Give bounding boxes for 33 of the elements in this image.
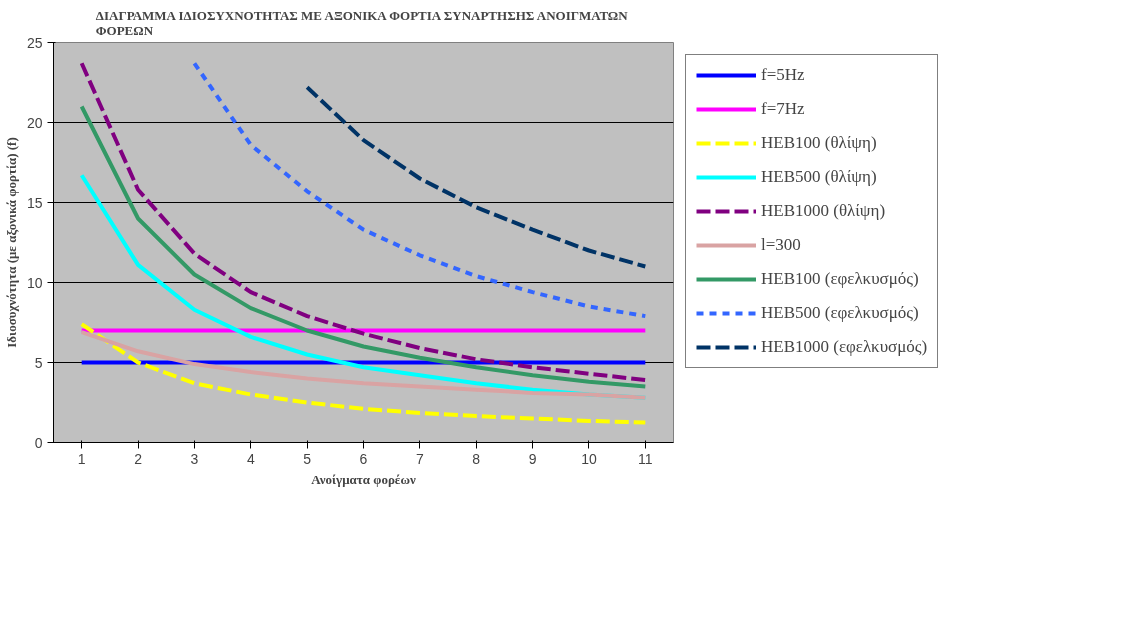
- y-tick-label: 0: [34, 434, 43, 451]
- x-tick-label: 4: [246, 450, 255, 467]
- x-tick-label: 2: [134, 450, 143, 467]
- y-tick-label: 25: [26, 34, 43, 51]
- legend-label: HEB100 (θλίψη): [761, 133, 877, 153]
- x-tick-label: 9: [528, 450, 537, 467]
- x-tick-label: 3: [190, 450, 199, 467]
- legend-label: HEB500 (θλίψη): [761, 167, 877, 187]
- legend-label: f=7Hz: [761, 99, 805, 119]
- x-tick-label: 5: [303, 450, 312, 467]
- chart-title: ΔΙΑΓΡΑΜΜΑ ΙΔΙΟΣΥΧΝΟΤΗΤΑΣ ΜΕ ΑΞΟΝΙΚΑ ΦΟΡΤΙΑ ΣΥΝΑΡΤΗΣΗΣ ΑΝΟΙΓΜΑΤΩΝ ΦΟΡΕΩΝ: [95, 7, 629, 38]
- y-tick-label: 10: [26, 274, 43, 291]
- y-tick-label: 5: [34, 354, 43, 371]
- line-series: [79, 330, 648, 400]
- y-tick-label: 15: [26, 194, 43, 211]
- line-series: [192, 61, 648, 319]
- x-tick-label: 8: [472, 450, 481, 467]
- y-axis-title: Ιδιοσυχνότητα (με αξονικά φορτία) (f): [3, 137, 19, 348]
- line-series: [305, 85, 648, 269]
- line-series: [79, 322, 648, 425]
- x-tick-label: 7: [415, 450, 424, 467]
- x-tick-label: 1: [77, 450, 86, 467]
- legend-label: l=300: [761, 235, 801, 255]
- x-tick-label: 11: [638, 450, 653, 467]
- legend-label: f=5Hz: [761, 65, 805, 85]
- y-tick-label: 20: [26, 114, 43, 131]
- x-axis-title: Ανοίγματα φορέων: [311, 471, 416, 487]
- x-tick-label: 6: [359, 450, 368, 467]
- legend-label: HEB1000 (θλίψη): [761, 201, 886, 221]
- legend-label: HEB1000 (εφελκυσμός): [761, 337, 928, 357]
- legend-label: HEB500 (εφελκυσμός): [761, 303, 919, 323]
- legend-label: HEB100 (εφελκυσμός): [761, 269, 919, 289]
- x-tick-label: 10: [581, 450, 597, 467]
